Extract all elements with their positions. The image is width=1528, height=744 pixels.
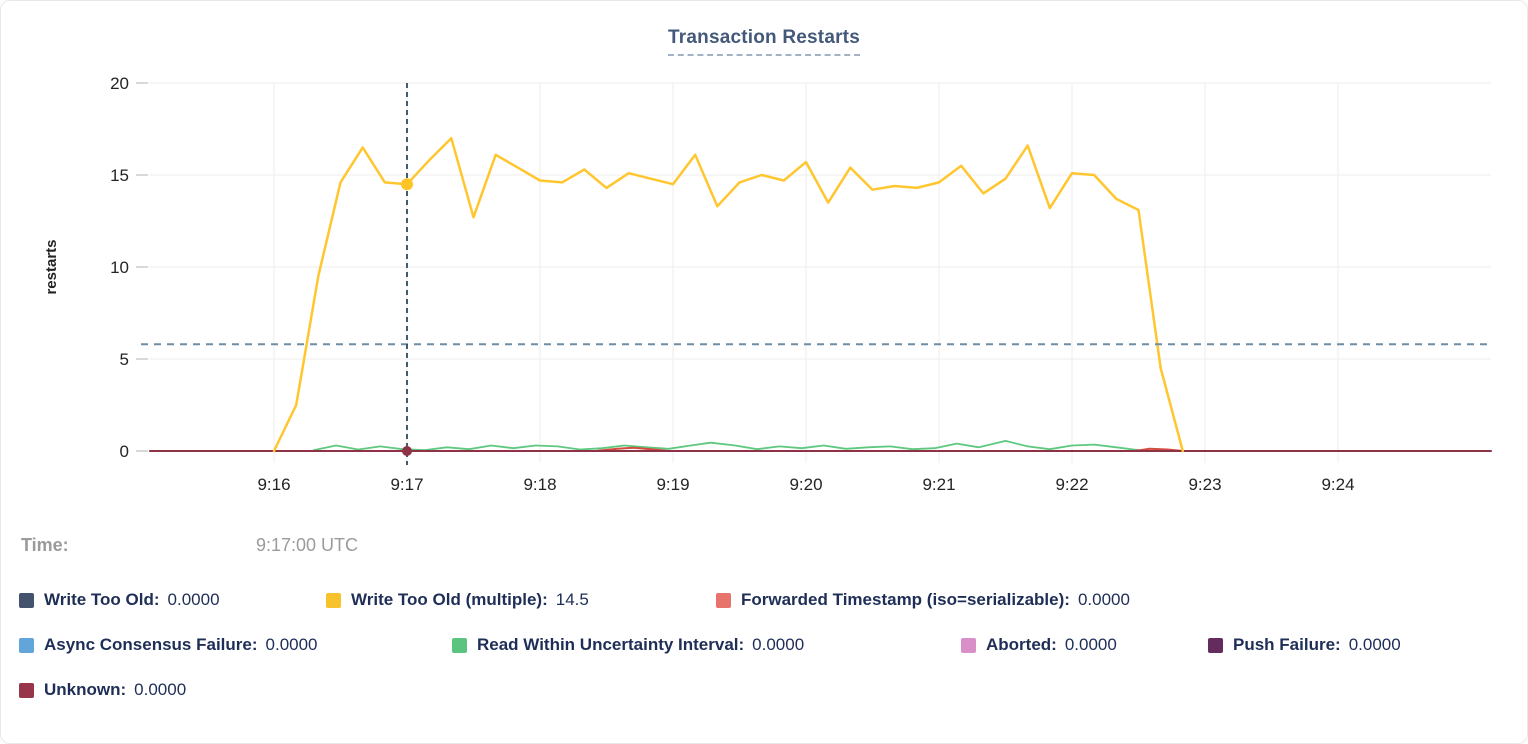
legend-swatch-icon xyxy=(19,637,34,653)
legend-label: Write Too Old (multiple): xyxy=(351,590,548,609)
hover-time-row: Time: 9:17:00 UTC xyxy=(1,535,1527,561)
legend-swatch-icon xyxy=(961,637,976,653)
legend-value: 0.0000 xyxy=(1348,635,1401,654)
series-line xyxy=(312,439,1140,452)
x-tick-label: 9:16 xyxy=(257,475,290,494)
x-tick-label: 9:24 xyxy=(1321,475,1354,494)
series-line xyxy=(594,446,670,452)
time-value: 9:17:00 UTC xyxy=(256,535,359,555)
legend-item: Push Failure: 0.0000 xyxy=(1208,635,1401,655)
legend-value: 14.5 xyxy=(555,590,589,609)
legend-value: 0.0000 xyxy=(1077,590,1130,609)
x-tick-label: 9:20 xyxy=(789,475,822,494)
legend-item: Read Within Uncertainty Interval: 0.0000 xyxy=(452,635,804,655)
y-tick-label: 10 xyxy=(110,258,129,277)
legend-label: Async Consensus Failure: xyxy=(44,635,258,654)
legend-item: Unknown: 0.0000 xyxy=(19,680,186,700)
legend-item: Write Too Old: 0.0000 xyxy=(19,590,220,610)
series-line xyxy=(272,136,1185,453)
restarts-chart[interactable]: 0 5 10 15 20 9:16 9:17 9:18 9:19 9:20 9:21 9:22 9:23… xyxy=(1,1,1527,521)
hover-point xyxy=(401,178,413,191)
hover-point xyxy=(402,446,412,456)
legend-label: Write Too Old: xyxy=(44,590,160,609)
legend-swatch-icon xyxy=(19,682,34,698)
chart-title: Transaction Restarts xyxy=(1,27,1527,56)
legend-value: 0.0000 xyxy=(167,590,220,609)
y-tick-label: 0 xyxy=(120,442,129,461)
legend-swatch-icon xyxy=(326,592,341,608)
legend-label: Push Failure: xyxy=(1233,635,1341,654)
y-tick-label: 20 xyxy=(110,74,129,93)
legend-item: Forwarded Timestamp (iso=serializable): 0… xyxy=(716,590,1130,610)
legend-swatch-icon xyxy=(716,592,731,608)
legend-value: 0.0000 xyxy=(1064,635,1117,654)
legend-label: Aborted: xyxy=(986,635,1057,654)
legend-value: 0.0000 xyxy=(265,635,318,654)
x-tick-label: 9:17 xyxy=(390,475,423,494)
legend-value: 0.0000 xyxy=(134,680,187,699)
legend-item: Aborted: 0.0000 xyxy=(961,635,1117,655)
x-tick-label: 9:18 xyxy=(523,475,556,494)
x-tick-label: 9:22 xyxy=(1055,475,1088,494)
y-tick-label: 15 xyxy=(110,166,129,185)
legend-value: 0.0000 xyxy=(752,635,805,654)
x-tick-label: 9:19 xyxy=(656,475,689,494)
legend-label: Unknown: xyxy=(44,680,127,699)
time-label: Time: xyxy=(21,535,69,555)
legend-item: Write Too Old (multiple): 14.5 xyxy=(326,590,589,610)
y-tick-label: 5 xyxy=(120,350,129,369)
x-tick-label: 9:23 xyxy=(1188,475,1221,494)
chart-title-text[interactable]: Transaction Restarts xyxy=(668,27,860,56)
legend-item: Async Consensus Failure: 0.0000 xyxy=(19,635,318,655)
legend-label: Forwarded Timestamp (iso=serializable): xyxy=(741,590,1070,609)
x-tick-label: 9:21 xyxy=(922,475,955,494)
legend-swatch-icon xyxy=(1208,637,1223,653)
legend-label: Read Within Uncertainty Interval: xyxy=(477,635,745,654)
y-axis-title: restarts xyxy=(43,239,60,294)
legend-swatch-icon xyxy=(19,592,34,608)
legend-swatch-icon xyxy=(452,637,467,653)
